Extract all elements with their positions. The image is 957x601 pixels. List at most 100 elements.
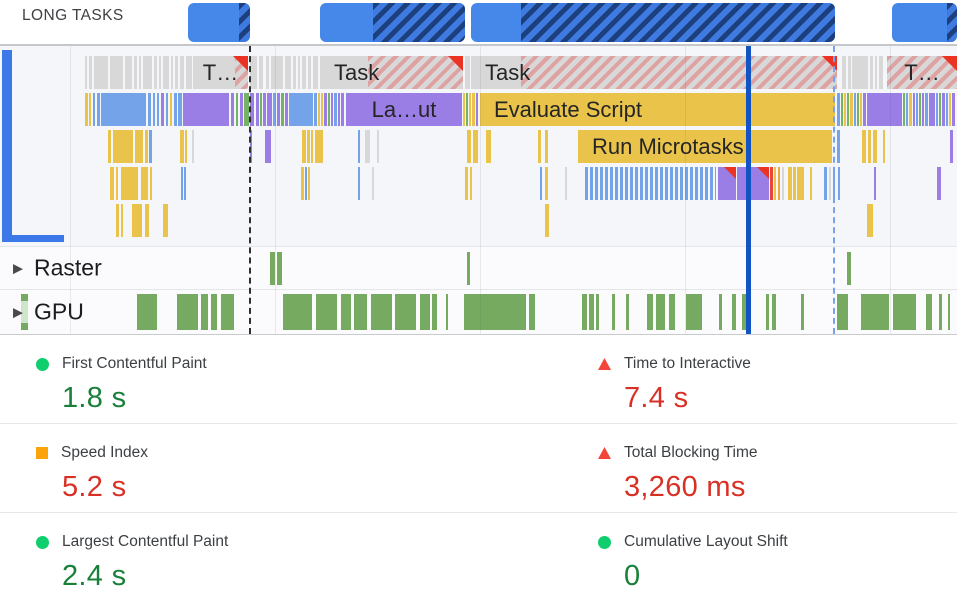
flame-bar[interactable]: [922, 93, 924, 126]
flame-bar[interactable]: [308, 56, 311, 89]
flame-bar-t[interactable]: T…: [193, 56, 248, 89]
flame-bar[interactable]: [833, 167, 835, 200]
flame-bar[interactable]: [873, 130, 877, 163]
gpu-activity-bar[interactable]: [732, 294, 736, 330]
flame-bar[interactable]: [302, 130, 306, 163]
flame-bar[interactable]: [470, 167, 472, 200]
flame-bar[interactable]: [797, 167, 804, 200]
flame-bar[interactable]: [838, 167, 840, 200]
flame-bar[interactable]: [324, 93, 327, 126]
flame-bar[interactable]: [308, 167, 310, 200]
flame-bar[interactable]: [829, 167, 831, 200]
raster-activity-bar[interactable]: [270, 252, 275, 285]
gpu-activity-bar[interactable]: [201, 294, 208, 330]
flame-bar[interactable]: [273, 93, 276, 126]
flame-bar[interactable]: [870, 56, 873, 89]
flame-bar[interactable]: [281, 93, 284, 126]
flame-bar[interactable]: [171, 56, 173, 89]
flame-bar[interactable]: [94, 56, 108, 89]
flame-bar[interactable]: [259, 56, 263, 89]
flame-bar[interactable]: [868, 130, 871, 163]
flame-bar[interactable]: [89, 93, 91, 126]
disclosure-triangle-icon[interactable]: ▶: [13, 304, 23, 320]
gpu-activity-bar[interactable]: [926, 294, 932, 330]
flame-bar[interactable]: [166, 93, 168, 126]
flame-bar[interactable]: [134, 56, 137, 89]
gpu-activity-bar[interactable]: [589, 294, 594, 330]
flame-bar[interactable]: [161, 93, 164, 126]
flame-bar[interactable]: [186, 56, 192, 89]
gpu-activity-bar[interactable]: [697, 294, 702, 330]
gpu-activity-bar[interactable]: [596, 294, 599, 330]
gpu-activity-bar[interactable]: [464, 294, 526, 330]
raster-activity-bar[interactable]: [277, 252, 282, 285]
flame-bar[interactable]: [545, 167, 548, 200]
flame-bar[interactable]: [867, 93, 902, 126]
flame-bar[interactable]: [377, 130, 379, 163]
gpu-activity-bar[interactable]: [420, 294, 430, 330]
flame-bar[interactable]: [157, 93, 159, 126]
flame-bar[interactable]: [154, 56, 157, 89]
flame-bar[interactable]: [145, 204, 149, 237]
flame-bar[interactable]: [545, 204, 549, 237]
gpu-activity-bar[interactable]: [341, 294, 351, 330]
flame-bar[interactable]: [476, 93, 478, 126]
flame-bar[interactable]: [929, 93, 935, 126]
flame-bar[interactable]: [919, 93, 921, 126]
flame-bar[interactable]: [358, 167, 360, 200]
flame-bar[interactable]: [145, 130, 148, 163]
flame-bar[interactable]: [148, 93, 151, 126]
flame-bar[interactable]: [334, 93, 337, 126]
flame-bar[interactable]: [159, 56, 161, 89]
gpu-activity-bar[interactable]: [612, 294, 615, 330]
flame-bar[interactable]: [857, 93, 859, 126]
flame-bar[interactable]: [250, 130, 252, 163]
flame-bar[interactable]: [121, 167, 138, 200]
flame-bar[interactable]: [149, 130, 152, 163]
long-task-bar[interactable]: [892, 3, 957, 42]
flame-bar[interactable]: [338, 93, 340, 126]
flame-bar[interactable]: [250, 56, 257, 89]
flame-bar-task[interactable]: Task: [471, 56, 837, 89]
gpu-activity-bar[interactable]: [656, 294, 665, 330]
flame-bar[interactable]: [256, 93, 259, 126]
flame-bar[interactable]: [952, 93, 955, 126]
flame-bar[interactable]: [473, 130, 478, 163]
flame-bar[interactable]: [271, 56, 283, 89]
flame-bar[interactable]: [925, 93, 928, 126]
flame-bar[interactable]: [916, 93, 918, 126]
gpu-activity-bar[interactable]: [861, 294, 889, 330]
flame-bar[interactable]: [110, 56, 123, 89]
flame-bar[interactable]: [301, 167, 304, 200]
flame-bar[interactable]: [565, 167, 567, 200]
flame-bar[interactable]: [937, 167, 941, 200]
gpu-activity-bar[interactable]: [371, 294, 392, 330]
flame-bar[interactable]: [153, 93, 155, 126]
flame-bar[interactable]: [277, 93, 280, 126]
flame-bar[interactable]: [263, 93, 266, 126]
flame-bar[interactable]: [302, 56, 306, 89]
gpu-activity-bar[interactable]: [719, 294, 722, 330]
flame-bar[interactable]: [97, 93, 100, 126]
flame-bar[interactable]: [824, 167, 827, 200]
flame-bar[interactable]: [135, 130, 143, 163]
flame-bar[interactable]: [150, 167, 152, 200]
flame-bar[interactable]: [183, 93, 229, 126]
gpu-activity-bar[interactable]: [395, 294, 416, 330]
gpu-activity-bar[interactable]: [837, 294, 848, 330]
flame-bar[interactable]: [110, 167, 114, 200]
flame-bar[interactable]: [863, 93, 866, 126]
flame-bar[interactable]: [793, 167, 796, 200]
gpu-activity-bar[interactable]: [801, 294, 804, 330]
flame-bar[interactable]: [810, 167, 812, 200]
gpu-activity-bar[interactable]: [137, 294, 157, 330]
disclosure-triangle-icon[interactable]: ▶: [13, 260, 23, 276]
flame-bar-run-microtasks[interactable]: Run Microtasks: [578, 130, 832, 163]
flame-bar[interactable]: [265, 130, 271, 163]
gpu-activity-bar[interactable]: [432, 294, 437, 330]
flame-bar[interactable]: [181, 167, 183, 200]
flame-bar[interactable]: [472, 93, 475, 126]
long-task-bar[interactable]: [188, 3, 250, 42]
gpu-activity-bar[interactable]: [948, 294, 950, 330]
gpu-activity-bar[interactable]: [529, 294, 535, 330]
